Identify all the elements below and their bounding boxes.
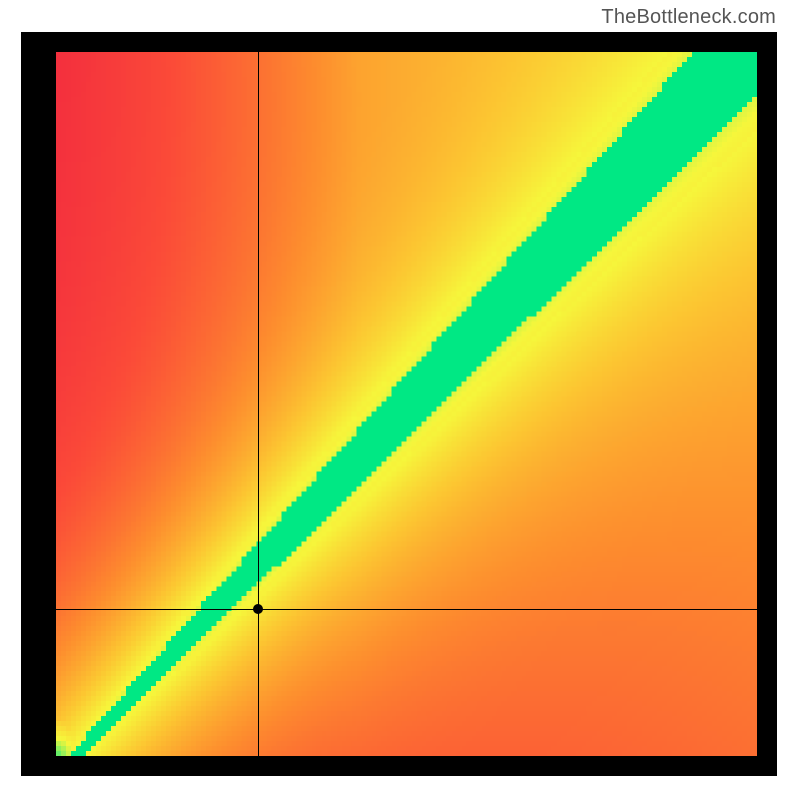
crosshair-marker [253, 604, 263, 614]
heatmap-canvas [21, 32, 777, 776]
crosshair-vertical [258, 50, 259, 758]
watermark-text: TheBottleneck.com [601, 6, 776, 29]
heatmap-plot [21, 32, 777, 776]
crosshair-horizontal [53, 609, 759, 610]
